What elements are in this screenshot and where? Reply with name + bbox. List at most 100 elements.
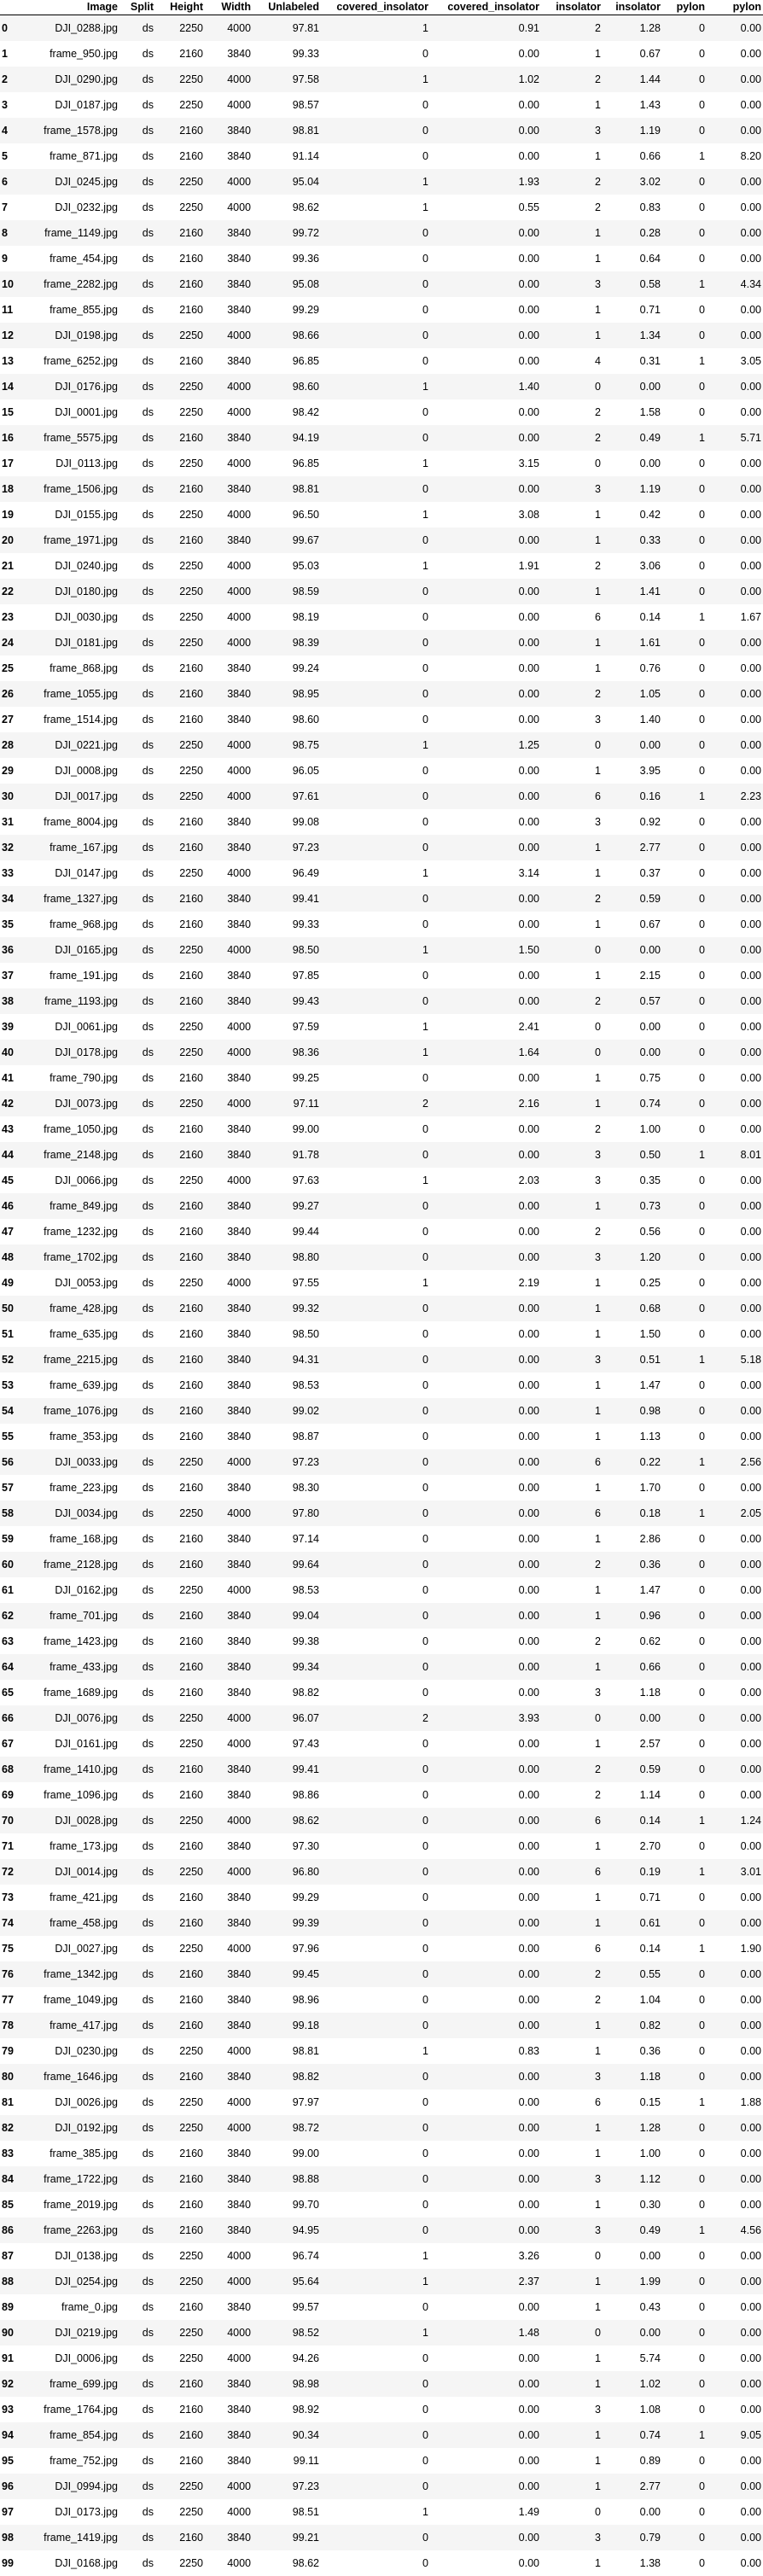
table-cell-insolator-count: 2 xyxy=(595,688,601,700)
table-cell-unlabeled: 98.62 xyxy=(292,201,319,213)
table-cell-width: 4000 xyxy=(227,1815,251,1827)
table-cell-pylon-pct: 0.00 xyxy=(740,2455,761,2467)
table-cell-pylon-pct: 3.01 xyxy=(740,1866,761,1878)
table-cell-pylon-count: 0 xyxy=(699,2199,705,2211)
table-cell-split: ds xyxy=(142,1328,154,1340)
table-cell-insolator-count: 2 xyxy=(595,432,601,444)
table-cell-pylon-pct: 0.00 xyxy=(740,176,761,188)
table-row: 3 DJI_0187.jpg ds 2250 4000 98.57 0 0.00 1 1.43 0 0… xyxy=(0,92,763,118)
row-index: 90 xyxy=(2,2327,14,2339)
table-cell-split: ds xyxy=(142,2173,154,2185)
column-header-insolator-count: insolator xyxy=(541,0,603,15)
table-cell-height: 2160 xyxy=(179,1789,203,1801)
row-index: 73 xyxy=(2,1891,14,1903)
table-cell-unlabeled: 99.00 xyxy=(292,1123,319,1135)
table-cell-unlabeled: 97.23 xyxy=(292,1456,319,1468)
table-cell-split: ds xyxy=(142,22,154,34)
table-cell-pylon-count: 0 xyxy=(699,1226,705,1238)
table-cell-split: ds xyxy=(142,1226,154,1238)
table-cell-image: frame_417.jpg xyxy=(50,2019,118,2031)
table-cell-height: 2160 xyxy=(179,1635,203,1647)
table-cell-image: DJI_0017.jpg xyxy=(55,790,118,802)
table-cell-pylon-count: 0 xyxy=(699,99,705,111)
table-cell-unlabeled: 98.59 xyxy=(292,586,319,597)
row-index: 20 xyxy=(2,534,14,546)
table-cell-width: 4000 xyxy=(227,2122,251,2134)
table-cell-insolator-pct: 1.28 xyxy=(639,2122,661,2134)
table-cell-covered-insolator-count: 0 xyxy=(422,714,428,726)
table-cell-insolator-pct: 1.99 xyxy=(639,2276,661,2288)
table-cell-image: frame_752.jpg xyxy=(50,2455,118,2467)
table-cell-pylon-count: 0 xyxy=(699,253,705,265)
table-cell-covered-insolator-count: 0 xyxy=(422,790,428,802)
table-cell-pylon-count: 0 xyxy=(699,2301,705,2313)
table-cell-covered-insolator-count: 1 xyxy=(422,1046,428,1058)
table-cell-insolator-pct: 0.42 xyxy=(639,509,661,521)
table-row: 87 DJI_0138.jpg ds 2250 4000 96.74 1 3.26 0 0.00 0… xyxy=(0,2243,763,2269)
row-index: 31 xyxy=(2,816,14,828)
table-cell-insolator-count: 2 xyxy=(595,73,601,85)
table-cell-insolator-count: 1 xyxy=(595,765,601,777)
table-cell-unlabeled: 94.31 xyxy=(292,1354,319,1366)
table-cell-covered-insolator-count: 0 xyxy=(422,1431,428,1442)
table-row: 74 frame_458.jpg ds 2160 3840 99.39 0 0.00 1 0.61… xyxy=(0,1910,763,1936)
row-index: 87 xyxy=(2,2250,14,2262)
table-cell-insolator-pct: 1.50 xyxy=(639,1328,661,1340)
table-cell-insolator-pct: 0.74 xyxy=(639,2429,661,2441)
column-header-pylon-pct: pylon xyxy=(707,0,763,15)
table-cell-covered-insolator-count: 1 xyxy=(422,2276,428,2288)
table-cell-split: ds xyxy=(142,381,154,393)
table-cell-insolator-pct: 0.92 xyxy=(639,816,661,828)
table-cell-unlabeled: 97.59 xyxy=(292,1021,319,1033)
table-cell-insolator-count: 1 xyxy=(595,918,601,930)
table-cell-covered-insolator-pct: 0.00 xyxy=(518,2301,539,2313)
table-cell-width: 4000 xyxy=(227,22,251,34)
table-cell-pylon-count: 0 xyxy=(699,1431,705,1442)
table-cell-width: 3840 xyxy=(227,2404,251,2416)
table-cell-unlabeled: 97.30 xyxy=(292,1840,319,1852)
table-cell-insolator-count: 3 xyxy=(595,1174,601,1186)
table-cell-unlabeled: 99.45 xyxy=(292,1968,319,1980)
row-index: 35 xyxy=(2,918,14,930)
table-cell-unlabeled: 98.75 xyxy=(292,739,319,751)
table-cell-pylon-pct: 0.00 xyxy=(740,1251,761,1263)
table-cell-image: frame_1096.jpg xyxy=(44,1789,118,1801)
table-cell-insolator-count: 0 xyxy=(595,2506,601,2518)
table-cell-insolator-count: 1 xyxy=(595,1840,601,1852)
table-cell-covered-insolator-pct: 0.00 xyxy=(518,765,539,777)
table-cell-insolator-count: 1 xyxy=(595,534,601,546)
table-row: 0 DJI_0288.jpg ds 2250 4000 97.81 1 0.91 2 1.28 0 0… xyxy=(0,15,763,41)
table-cell-covered-insolator-pct: 0.00 xyxy=(518,2173,539,2185)
table-cell-pylon-pct: 0.00 xyxy=(740,1738,761,1750)
table-cell-width: 4000 xyxy=(227,99,251,111)
table-cell-width: 4000 xyxy=(227,2045,251,2057)
table-cell-image: DJI_0034.jpg xyxy=(55,1507,118,1519)
table-cell-image: DJI_0008.jpg xyxy=(55,765,118,777)
row-index: 34 xyxy=(2,893,14,905)
table-cell-insolator-pct: 0.37 xyxy=(639,867,661,879)
table-cell-unlabeled: 98.81 xyxy=(292,125,319,137)
table-row: 94 frame_854.jpg ds 2160 3840 90.34 0 0.00 1 0.74… xyxy=(0,2422,763,2448)
table-cell-insolator-count: 1 xyxy=(595,1584,601,1596)
table-cell-split: ds xyxy=(142,1891,154,1903)
table-cell-pylon-pct: 1.24 xyxy=(740,1815,761,1827)
table-cell-insolator-pct: 0.00 xyxy=(639,944,661,956)
table-cell-split: ds xyxy=(142,48,154,60)
table-cell-insolator-pct: 0.82 xyxy=(639,2019,661,2031)
table-cell-split: ds xyxy=(142,586,154,597)
table-cell-insolator-count: 1 xyxy=(595,2352,601,2364)
table-row: 58 DJI_0034.jpg ds 2250 4000 97.80 0 0.00 6 0.18 1… xyxy=(0,1501,763,1526)
table-cell-pylon-pct: 0.00 xyxy=(740,1917,761,1929)
table-cell-insolator-count: 1 xyxy=(595,99,601,111)
row-index: 10 xyxy=(2,278,14,290)
table-cell-width: 3840 xyxy=(227,2199,251,2211)
table-cell-pylon-count: 0 xyxy=(699,560,705,572)
table-cell-split: ds xyxy=(142,1738,154,1750)
table-cell-covered-insolator-pct: 0.00 xyxy=(518,1840,539,1852)
table-cell-pylon-count: 0 xyxy=(699,1584,705,1596)
table-cell-covered-insolator-count: 0 xyxy=(422,1456,428,1468)
table-row: 33 DJI_0147.jpg ds 2250 4000 96.49 1 3.14 1 0.37 0… xyxy=(0,860,763,886)
table-cell-pylon-count: 0 xyxy=(699,1303,705,1314)
row-index: 33 xyxy=(2,867,14,879)
table-cell-height: 2160 xyxy=(179,1431,203,1442)
